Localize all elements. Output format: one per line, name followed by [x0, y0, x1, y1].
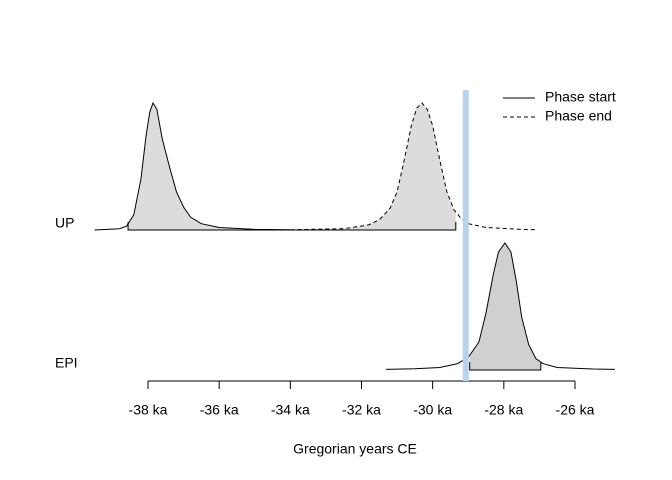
density-line: [94, 101, 291, 231]
x-tick-label: -28 ka: [484, 402, 523, 418]
x-axis-label: Gregorian years CE: [293, 441, 417, 457]
row-label: UP: [55, 215, 74, 231]
row-label: EPI: [55, 355, 78, 371]
x-tick-label: -30 ka: [413, 402, 452, 418]
x-tick-label: -36 ka: [200, 402, 239, 418]
interval-bracket: [127, 222, 457, 231]
legend-label: Phase end: [545, 108, 612, 124]
x-tick-label: -34 ka: [271, 402, 310, 418]
density-fill: [128, 103, 291, 230]
density-fill: [469, 243, 541, 370]
x-tick-label: -32 ka: [342, 402, 381, 418]
density-line: [386, 242, 615, 370]
x-tick-label: -38 ka: [129, 402, 168, 418]
density-line: [290, 102, 537, 231]
legend-label: Phase start: [545, 89, 616, 105]
interval-bracket: [469, 362, 542, 371]
x-tick-label: -26 ka: [556, 402, 595, 418]
density-fill: [290, 103, 456, 230]
